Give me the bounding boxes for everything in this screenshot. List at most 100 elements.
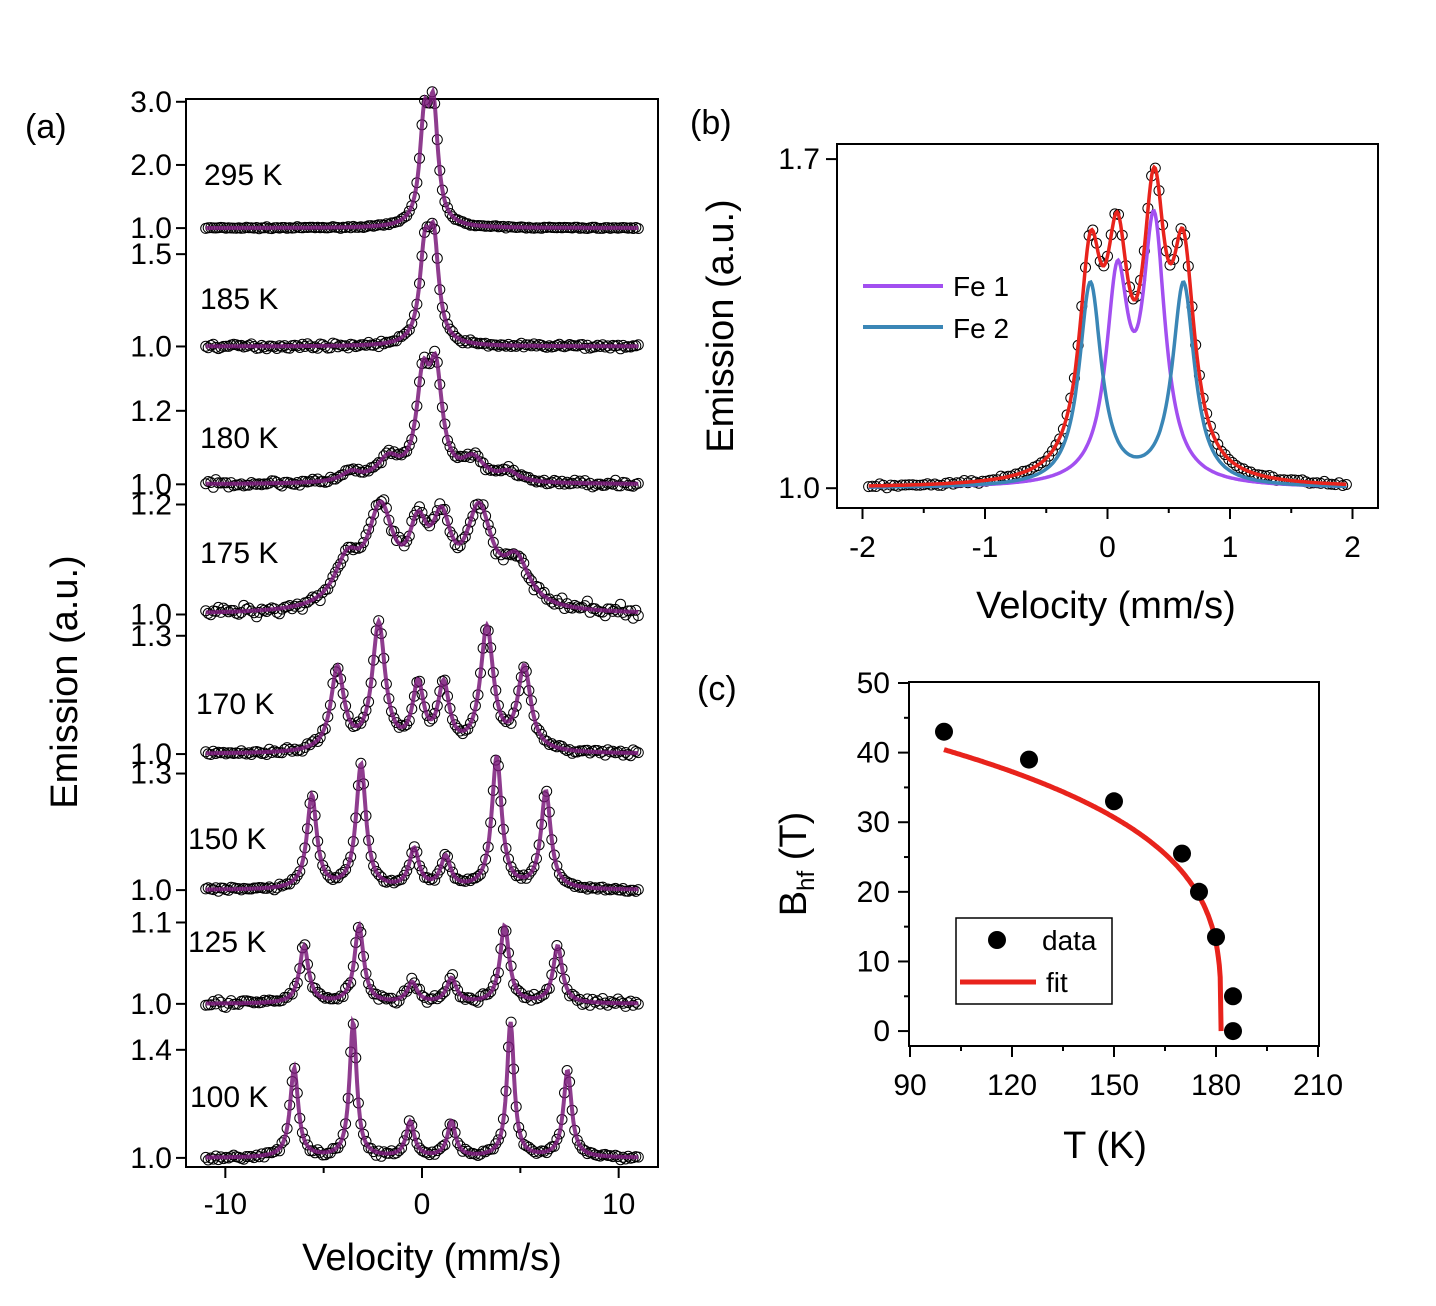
x-tick-label: 0	[414, 1188, 431, 1221]
fit-curve	[205, 616, 639, 756]
data-point	[1223, 453, 1235, 465]
spectrum-170k: 1.0 1.3 170 K	[130, 615, 644, 771]
temperature-label: 185 K	[200, 283, 278, 316]
data-point	[1173, 844, 1191, 863]
data-point	[268, 1146, 280, 1158]
y-tick-label: 1.4	[130, 1034, 172, 1067]
data-point	[464, 717, 476, 729]
panel-a-frame-top	[185, 98, 659, 100]
data-point	[261, 749, 273, 760]
y-tick-label: 1.5	[130, 238, 172, 271]
y-tick-label: 1.3	[130, 758, 172, 791]
x-tick-label: -1	[972, 531, 999, 564]
fit-curve	[205, 920, 639, 1006]
x-tick-label: 120	[987, 1069, 1037, 1102]
y-tick-label: 30	[857, 806, 890, 839]
x-tick-label: 10	[602, 1188, 635, 1221]
data-point	[1226, 457, 1238, 468]
y-tick-label: 50	[857, 667, 890, 700]
panel-b-x-axis-title: Velocity (mm/s)	[976, 585, 1236, 627]
x-tick-label: 1	[1222, 531, 1239, 564]
legend-fe2-label: Fe 2	[953, 313, 1009, 344]
temperature-label: 125 K	[188, 926, 266, 959]
data-point	[340, 864, 352, 876]
temperature-label: 100 K	[190, 1081, 268, 1114]
y-tick-label: 10	[857, 945, 890, 978]
legend-data-marker	[988, 931, 1006, 949]
panel-a-frame-left	[185, 98, 187, 1168]
data-point	[401, 326, 413, 338]
y-tick-label: 1.0	[130, 212, 172, 245]
data-point	[327, 874, 339, 885]
data-point	[238, 995, 250, 1007]
data-point	[1190, 882, 1208, 901]
data-point	[436, 988, 448, 1000]
panel-a-x-axis-title: Velocity (mm/s)	[302, 1237, 562, 1279]
data-point	[559, 874, 570, 886]
fit-curve	[205, 755, 639, 892]
y-tick-label: 3.0	[130, 86, 172, 119]
temperature-label: 295 K	[204, 159, 282, 192]
data-point	[436, 1140, 448, 1152]
data-point	[324, 577, 336, 589]
panel-a-label: (a)	[25, 108, 67, 146]
x-tick-label: 150	[1089, 1069, 1139, 1102]
data-point	[1105, 792, 1123, 811]
temperature-label: 150 K	[188, 823, 266, 856]
y-tick-label: 1.2	[130, 395, 172, 428]
panel-c-y-axis-title: Bhf (T)	[773, 812, 820, 916]
temperature-label: 170 K	[196, 688, 274, 721]
data-point	[1215, 445, 1227, 457]
data-point	[1207, 928, 1225, 947]
data-point	[627, 480, 639, 492]
data-point	[548, 1140, 560, 1152]
y-tick-label: 1.0	[778, 472, 820, 505]
panel-c-label: (c)	[697, 670, 737, 708]
data-point	[515, 337, 527, 349]
data-point	[1098, 260, 1110, 272]
y-tick-label: 1.3	[130, 620, 172, 653]
spectrum-125k: 1.0 1.1 125 K	[130, 906, 644, 1021]
y-tick-label: 1.0	[130, 468, 172, 501]
spectrum-180k: 1.0 1.2 180 K	[130, 345, 644, 501]
fit-total	[868, 164, 1347, 488]
data-point	[615, 343, 626, 355]
y-title-subscript: hf	[793, 871, 820, 891]
data-point	[525, 994, 537, 1006]
data-point	[630, 885, 642, 897]
y-tick-label: 1.0	[130, 738, 172, 771]
data-point	[487, 1143, 499, 1155]
spectrum-100k: 1.0 1.4 100 K	[130, 1015, 644, 1175]
spectrum-150k: 1.0 1.3 150 K	[130, 754, 644, 907]
data-point	[370, 988, 382, 1000]
data-point	[579, 1145, 591, 1156]
data-point	[263, 743, 275, 755]
data-point	[452, 984, 464, 996]
data-point	[337, 867, 349, 878]
fit-curve	[205, 86, 639, 230]
y-title-main: B	[773, 891, 815, 916]
data-point	[1212, 438, 1224, 450]
y-tick-label: 1.0	[130, 599, 172, 632]
panel-c-legend: data fit	[955, 917, 1113, 1005]
fit-fe2	[868, 279, 1347, 489]
data-point	[355, 717, 367, 729]
data-point	[1224, 1022, 1242, 1041]
data-point	[426, 217, 438, 229]
data-point	[424, 358, 436, 370]
data-point	[314, 732, 326, 744]
data-point	[457, 533, 469, 545]
panel-b-label: (b)	[690, 104, 732, 142]
data-point	[1046, 445, 1058, 457]
data-point	[424, 520, 436, 532]
data-point	[523, 868, 535, 880]
data-point	[935, 722, 953, 741]
temperature-label: 175 K	[200, 537, 278, 570]
fit-curve	[205, 499, 639, 615]
y-tick-label: 1.0	[130, 988, 172, 1021]
data-point	[602, 744, 614, 756]
data-point	[581, 595, 593, 607]
temperature-label: 180 K	[200, 422, 278, 455]
data-point	[1050, 439, 1062, 451]
